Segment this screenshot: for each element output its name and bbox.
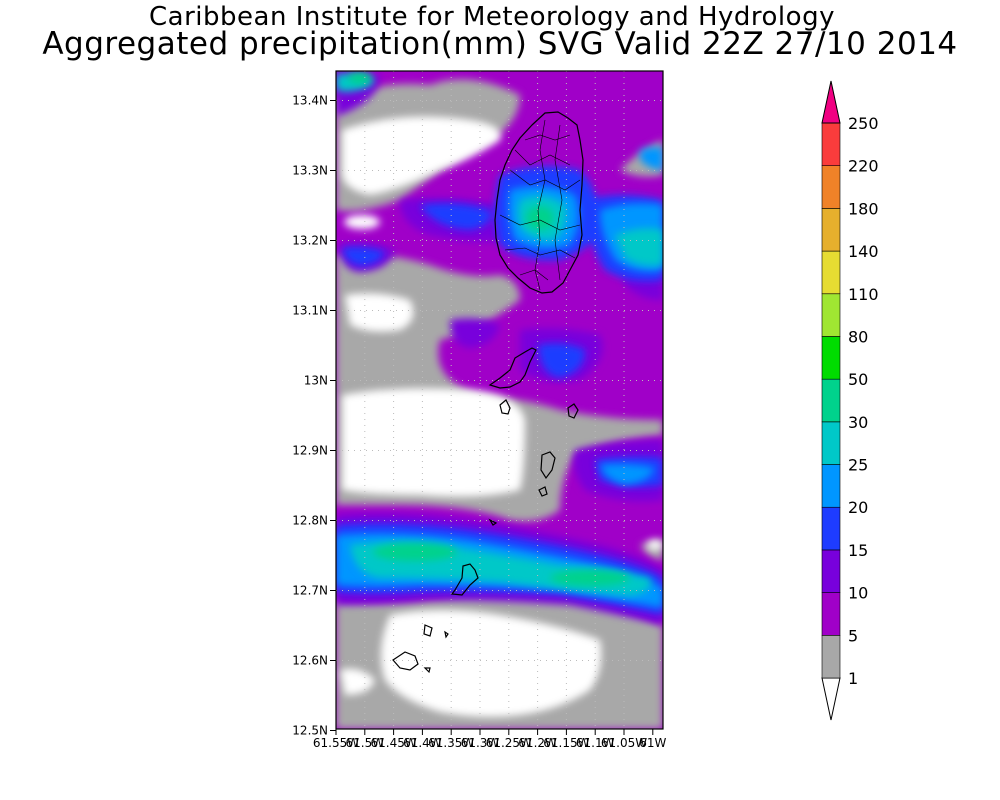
- union-island: [488, 518, 498, 526]
- legend-level-label: 80: [848, 327, 868, 346]
- legend-level-label: 220: [848, 157, 879, 176]
- bequia-island: [488, 347, 537, 389]
- lon-tick-label: 61.5W: [346, 736, 385, 750]
- lon-tick-label: 61.15W: [543, 736, 589, 750]
- map-grid: [336, 71, 663, 729]
- precipitation-field: [336, 71, 663, 729]
- lat-tick-label: 12.8N: [292, 514, 328, 528]
- chart-title-line2: Aggregated precipitation(mm) SVG Valid 2…: [42, 26, 958, 62]
- carriacou-island: [450, 563, 479, 596]
- canouan-island: [540, 451, 556, 480]
- legend-level-label: 50: [848, 370, 868, 389]
- lon-tick-label: 61.4W: [403, 736, 442, 750]
- st-vincent-island: [494, 111, 584, 294]
- lon-tick-label: 61.05W: [601, 736, 647, 750]
- legend-color-swatch: [821, 122, 841, 166]
- legend-level-label: 25: [848, 456, 868, 475]
- small-cays-2: [392, 651, 419, 671]
- legend-below-min-arrow: [821, 677, 841, 721]
- legend-level-label: 15: [848, 541, 868, 560]
- legend-level-label: 250: [848, 114, 879, 133]
- legend-color-swatch: [821, 208, 841, 252]
- cay-island: [567, 403, 579, 419]
- legend-color-swatch: [821, 635, 841, 679]
- lon-tick-label: 61.25W: [486, 736, 532, 750]
- legend-above-max-arrow: [821, 80, 841, 124]
- chart-title-line1: Caribbean Institute for Meteorology and …: [149, 2, 835, 32]
- legend-color-swatch: [821, 592, 841, 636]
- lat-tick-label: 13N: [304, 374, 328, 388]
- lat-tick-label: 12.7N: [292, 584, 328, 598]
- lon-tick-label: 61.45W: [370, 736, 416, 750]
- lon-tick-label: 61.2W: [518, 736, 557, 750]
- legend-level-label: 20: [848, 498, 868, 517]
- legend-level-label: 140: [848, 242, 879, 261]
- island-coastlines: [392, 111, 584, 674]
- legend-level-label: 1: [848, 669, 858, 688]
- legend-level-label: 10: [848, 584, 868, 603]
- legend-level-label: 110: [848, 285, 879, 304]
- legend-level-label: 30: [848, 413, 868, 432]
- small-cays-1: [423, 624, 433, 637]
- small-cays-4: [423, 667, 431, 674]
- mustique-island: [499, 399, 511, 415]
- small-cays-3: [444, 630, 449, 639]
- plot-frame: [335, 70, 664, 730]
- legend-level-label: 5: [848, 626, 858, 645]
- legend-color-swatch: [821, 250, 841, 295]
- river-network: [499, 119, 581, 291]
- legend-color-swatch: [821, 549, 841, 593]
- lon-tick-label: 61.3W: [461, 736, 500, 750]
- legend-color-swatch: [821, 293, 841, 337]
- legend-color-swatch: [821, 378, 841, 423]
- mayreau-island: [538, 486, 548, 497]
- legend-color-swatch: [821, 165, 841, 209]
- longitude-axis: 61.55W61.5W61.45W61.4W61.35W61.3W61.25W6…: [313, 729, 666, 750]
- lat-tick-label: 13.1N: [292, 304, 328, 318]
- lon-tick-label: 61.35W: [428, 736, 474, 750]
- legend-level-label: 180: [848, 199, 879, 218]
- lon-tick-label: 61W: [639, 736, 666, 750]
- lat-tick-label: 13.3N: [292, 164, 328, 178]
- legend-color-swatch: [821, 421, 841, 465]
- legend-color-swatch: [821, 506, 841, 551]
- lat-tick-label: 12.9N: [292, 444, 328, 458]
- legend-color-swatch: [821, 336, 841, 380]
- lat-tick-label: 13.4N: [292, 94, 328, 108]
- lon-tick-label: 61.55W: [313, 736, 359, 750]
- legend-color-swatch: [821, 464, 841, 508]
- lat-tick-label: 13.2N: [292, 234, 328, 248]
- lat-tick-label: 12.6N: [292, 654, 328, 668]
- latitude-axis: 13.4N 13.3N 13.2N 13.1N 13N 12.9N 12.8N 12.7N 12…: [292, 94, 336, 738]
- lon-tick-label: 61.1W: [576, 736, 615, 750]
- lat-tick-label: 12.5N: [292, 724, 328, 738]
